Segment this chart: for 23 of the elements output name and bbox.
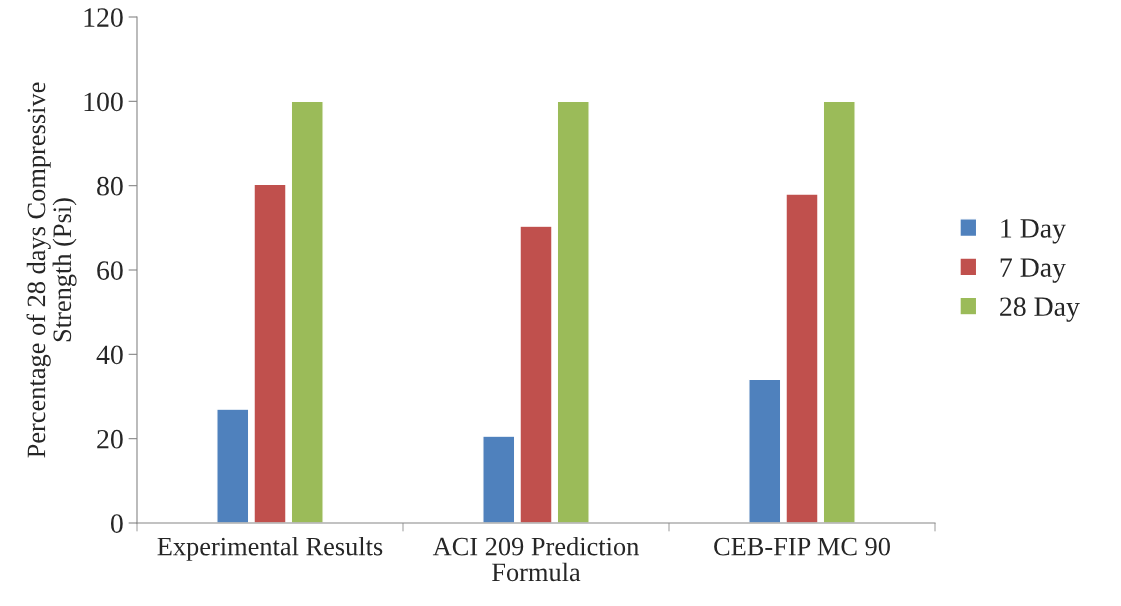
y-tick-label: 120 <box>84 8 123 27</box>
x-tick-label: CEB-FIP MC 90 <box>714 537 890 556</box>
bar <box>519 225 553 523</box>
legend-label: 7 Day <box>1000 258 1066 283</box>
x-tick-label: ACI 209 Prediction Formula <box>432 536 639 582</box>
y-tick-label: 100 <box>84 92 123 112</box>
bar <box>216 408 250 523</box>
y-tick-label: 60 <box>97 261 123 280</box>
bar <box>482 435 516 523</box>
legend-label: 1 Day <box>1001 219 1066 244</box>
bar <box>748 378 782 523</box>
bar <box>556 100 590 523</box>
legend-label: 28 Day <box>1000 297 1080 322</box>
y-tick-label: 0 <box>110 514 123 533</box>
bar <box>290 100 324 523</box>
bar <box>785 193 819 523</box>
y-tick-label: 20 <box>97 429 123 449</box>
y-tick-label: 40 <box>96 345 123 365</box>
y-tick-label: 80 <box>97 176 123 196</box>
bar <box>253 183 287 523</box>
bar <box>822 100 856 523</box>
x-tick-label: Experimental Results <box>157 536 383 561</box>
y-axis-title: Percentage of 28 days Compressive Strength (Psi) <box>26 82 77 458</box>
